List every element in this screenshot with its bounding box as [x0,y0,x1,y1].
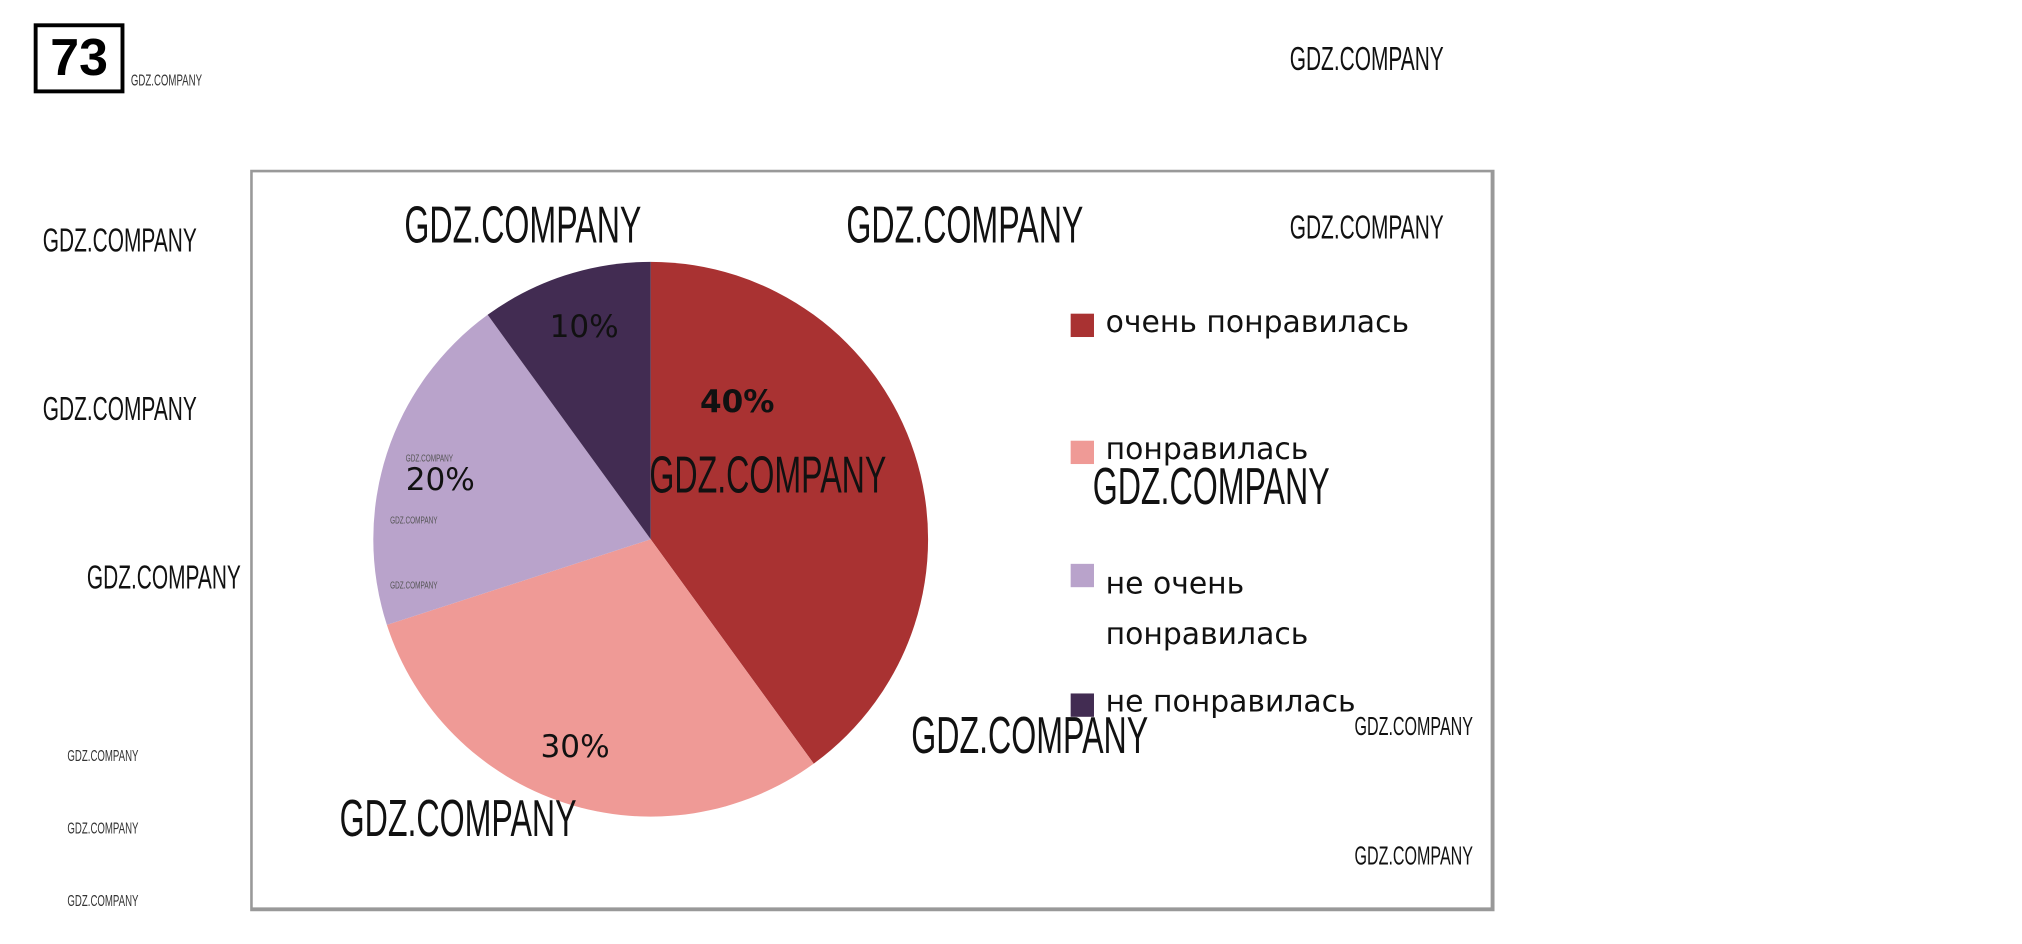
legend-label: очень понравилась [1105,305,1410,340]
slice-liked [386,539,814,817]
slice-disliked [487,261,651,540]
data-label-liked: 30% [540,728,610,765]
data-label-not-very-liked: 20% [405,461,475,498]
legend-item-very-liked: очень понравилась [1070,305,1410,340]
watermark: GDZ.COMPANY [339,790,577,848]
legend-swatch [1070,313,1094,338]
legend-label-line: понравилась [1105,618,1309,652]
watermark: GDZ.COMPANY [390,514,438,527]
watermark: GDZ.COMPANY [1289,207,1444,247]
legend-label: не очень понравилась [1106,560,1309,661]
slice-not-very-liked [373,314,651,625]
data-label-disliked: 10% [549,308,619,345]
watermark: GDZ.COMPANY [911,707,1149,765]
watermark: GDZ.COMPANY [86,557,241,597]
watermark: GDZ.COMPANY [42,388,197,428]
exercise-number: 73 [33,23,125,94]
chart-frame [250,169,1495,912]
legend-swatch [1070,440,1094,465]
legend-swatch [1070,563,1094,588]
watermark: GDZ.COMPANY [390,579,438,592]
legend-item-not-very-liked: не очень понравилась [1070,560,1309,661]
legend-label: не понравилась [1105,685,1356,720]
watermark: GDZ.COMPANY [846,197,1084,255]
legend-item-liked: понравилась [1070,432,1309,467]
legend-item-disliked: не понравилась [1070,685,1356,720]
watermark: GDZ.COMPANY [130,71,203,90]
legend-swatch [1070,693,1094,717]
legend-label: понравилась [1105,432,1309,467]
watermark: GDZ.COMPANY [1354,842,1474,872]
watermark: GDZ.COMPANY [1289,38,1444,78]
watermark: GDZ.COMPANY [404,197,642,255]
watermark: GDZ.COMPANY [1092,458,1330,516]
watermark: GDZ.COMPANY [67,819,139,838]
watermark: GDZ.COMPANY [405,452,454,465]
data-label-very-liked: 40% [699,383,775,420]
watermark: GDZ.COMPANY [67,746,139,765]
legend-label-line: не очень [1105,567,1245,602]
watermark: GDZ.COMPANY [649,447,887,505]
watermark: GDZ.COMPANY [67,891,139,910]
slice-very-liked [650,261,929,764]
watermark: GDZ.COMPANY [42,220,197,260]
watermark: GDZ.COMPANY [1354,712,1474,742]
